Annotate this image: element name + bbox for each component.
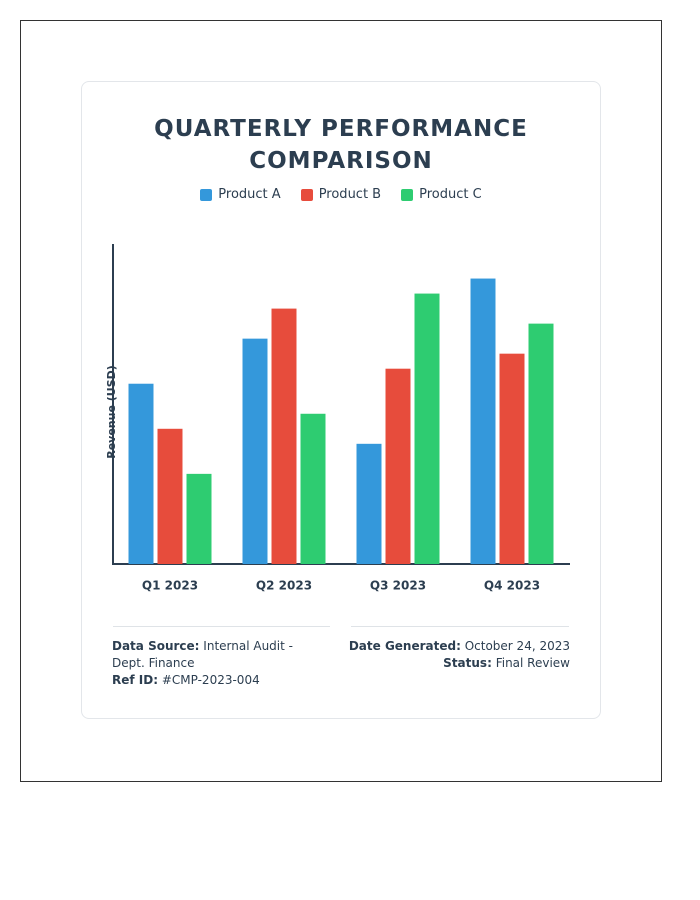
bar bbox=[414, 293, 440, 564]
footer-right: Date Generated: October 24, 2023 Status:… bbox=[340, 638, 570, 672]
value: #CMP-2023-004 bbox=[161, 673, 260, 687]
bar bbox=[356, 443, 382, 564]
bar bbox=[385, 368, 411, 564]
footer-left: Data Source: Internal Audit - Dept. Fina… bbox=[112, 638, 327, 689]
label: Date Generated: bbox=[348, 639, 461, 653]
bar bbox=[271, 308, 297, 564]
bar bbox=[157, 428, 183, 564]
legend-swatch bbox=[401, 188, 414, 201]
legend-label: Product A bbox=[218, 187, 281, 202]
legend-item: Product A bbox=[200, 187, 281, 202]
legend-item: Product B bbox=[300, 187, 382, 202]
value: Final Review bbox=[495, 656, 570, 670]
x-tick-label: Q3 2023 bbox=[370, 579, 426, 593]
bar bbox=[499, 353, 525, 564]
divider bbox=[351, 626, 569, 627]
page-frame bbox=[20, 20, 662, 782]
label: Data Source: bbox=[112, 639, 200, 653]
bar bbox=[470, 278, 496, 564]
divider bbox=[113, 626, 330, 627]
bar bbox=[242, 338, 268, 564]
label: Status: bbox=[443, 656, 492, 670]
bar bbox=[528, 323, 554, 564]
legend-swatch bbox=[300, 188, 313, 201]
value: October 24, 2023 bbox=[464, 639, 570, 653]
x-tick-label: Q2 2023 bbox=[256, 579, 312, 593]
bar bbox=[300, 413, 326, 564]
legend-swatch bbox=[200, 188, 213, 201]
x-tick-label: Q4 2023 bbox=[484, 579, 540, 593]
legend-label: Product C bbox=[419, 187, 482, 202]
bar bbox=[186, 473, 212, 564]
x-tick-label: Q1 2023 bbox=[142, 579, 198, 593]
chart-title: QUARTERLY PERFORMANCE COMPARISON bbox=[154, 116, 528, 174]
label: Ref ID: bbox=[112, 673, 159, 687]
value: Internal Audit - Dept. Finance bbox=[112, 639, 293, 670]
legend: Product A Product B Product C bbox=[81, 187, 601, 202]
y-axis-label: Revenue (USD) bbox=[105, 365, 118, 459]
legend-item: Product C bbox=[401, 187, 482, 202]
legend-label: Product B bbox=[318, 187, 382, 202]
bar bbox=[128, 383, 154, 564]
